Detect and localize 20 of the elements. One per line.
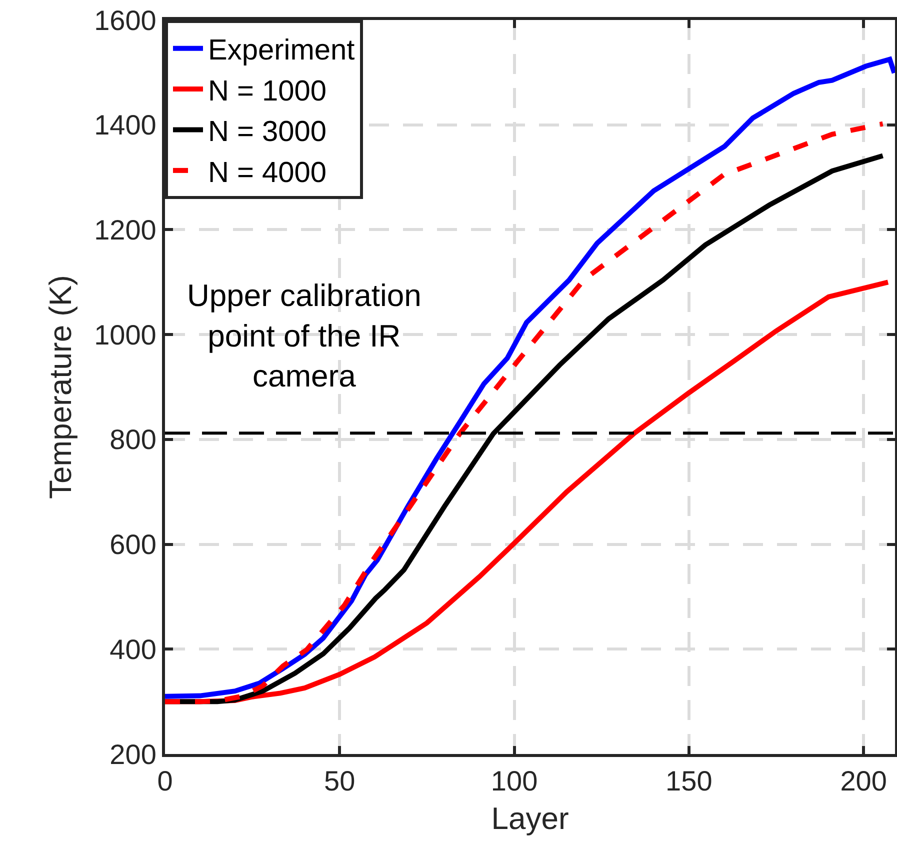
x-tick-label: 100 xyxy=(490,766,538,797)
legend-label: Experiment xyxy=(208,34,355,67)
y-tick-label: 600 xyxy=(110,529,156,560)
y-tick-label: 400 xyxy=(110,634,156,665)
y-axis-title: Temperature (K) xyxy=(42,275,78,499)
annotation: Upper calibration point of the IR camera xyxy=(187,278,422,394)
x-tick-label: 50 xyxy=(324,766,356,797)
legend-label: N = 1000 xyxy=(208,75,327,108)
x-tick-label: 0 xyxy=(157,766,173,797)
y-tick-label: 1400 xyxy=(94,110,156,141)
y-tick-label: 1600 xyxy=(94,4,156,36)
y-tick-label: 1200 xyxy=(94,214,156,246)
y-tick-label: 800 xyxy=(110,424,156,456)
x-tick-label: 200 xyxy=(840,766,887,797)
legend-label: N = 3000 xyxy=(208,116,327,148)
x-tick-label: 150 xyxy=(666,766,712,797)
y-tick-label: 1000 xyxy=(94,319,156,350)
y-tick-label: 200 xyxy=(110,738,156,770)
x-axis-title: Layer xyxy=(491,800,569,836)
legend-label: N = 4000 xyxy=(208,156,327,189)
